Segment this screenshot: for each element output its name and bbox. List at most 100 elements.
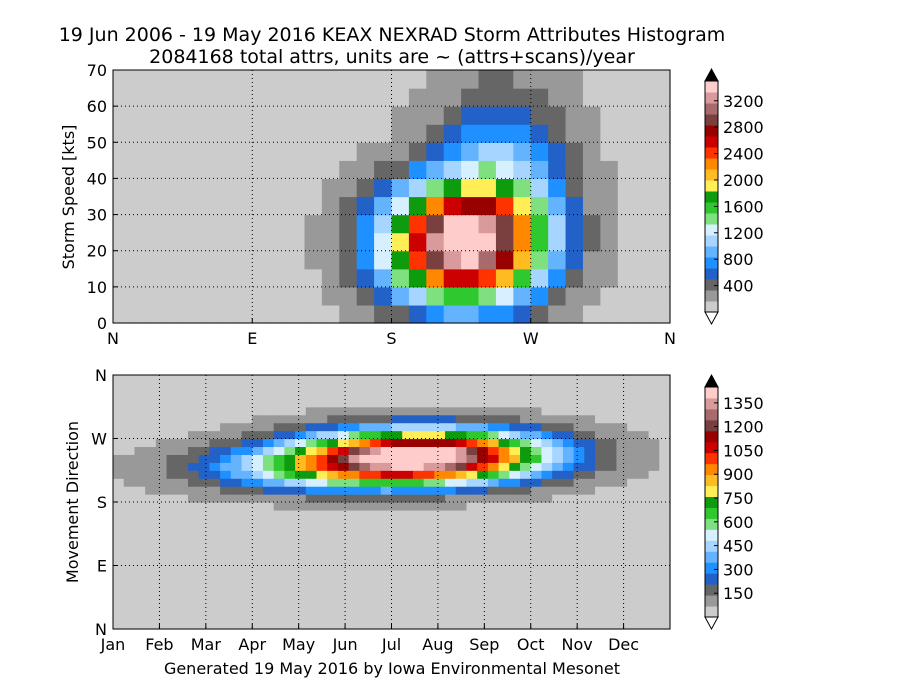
heatmap-cell bbox=[316, 454, 328, 463]
heatmap-cell bbox=[380, 605, 393, 614]
heatmap-cell bbox=[582, 142, 601, 161]
heatmap-cell bbox=[616, 375, 628, 384]
heatmap-cell bbox=[562, 375, 575, 384]
heatmap-cell bbox=[605, 438, 618, 448]
heatmap-cell bbox=[477, 375, 489, 384]
heatmap-cell bbox=[659, 478, 671, 487]
heatmap-cell bbox=[541, 494, 553, 503]
heatmap-cell bbox=[445, 525, 457, 535]
heatmap-cell bbox=[220, 375, 232, 384]
heatmap-cell bbox=[391, 375, 403, 384]
heatmap-cell bbox=[426, 178, 445, 198]
heatmap-cell bbox=[445, 390, 457, 400]
heatmap-cell bbox=[637, 541, 650, 551]
heatmap-cell bbox=[145, 382, 157, 392]
heatmap-cell bbox=[530, 160, 549, 180]
heatmap-cell bbox=[321, 214, 340, 234]
heatmap-cell bbox=[166, 597, 178, 606]
heatmap-cell bbox=[327, 382, 339, 392]
heatmap-cell bbox=[445, 509, 457, 519]
heatmap-cell bbox=[327, 541, 339, 551]
heatmap-cell bbox=[412, 462, 425, 471]
heatmap-cell bbox=[147, 88, 166, 107]
heatmap-cell bbox=[145, 414, 157, 424]
heatmap-cell bbox=[198, 382, 211, 392]
heatmap-cell bbox=[273, 494, 285, 503]
heatmap-cell bbox=[600, 160, 619, 180]
heatmap-cell bbox=[287, 88, 306, 107]
heatmap-cell bbox=[595, 557, 607, 567]
heatmap-cell bbox=[327, 486, 339, 495]
heatmap-cell bbox=[134, 597, 146, 606]
heatmap-cell bbox=[356, 214, 375, 234]
heatmap-cell bbox=[552, 478, 564, 487]
heatmap-cell bbox=[187, 621, 200, 630]
heatmap-cell bbox=[605, 390, 618, 400]
heatmap-cell bbox=[595, 613, 607, 622]
heatmap-cell bbox=[113, 462, 125, 471]
heatmap-cell bbox=[198, 454, 211, 463]
heatmap-cell bbox=[177, 382, 189, 392]
heatmap-cell bbox=[423, 509, 435, 519]
heatmap-cell bbox=[445, 430, 457, 440]
heatmap-cell bbox=[434, 398, 446, 408]
y-tick-label: N bbox=[95, 620, 107, 639]
heatmap-cell bbox=[252, 605, 264, 614]
heatmap-cell bbox=[530, 502, 543, 511]
heatmap-cell bbox=[627, 462, 639, 471]
heatmap-cell bbox=[391, 430, 403, 440]
heatmap-cell bbox=[321, 70, 340, 89]
heatmap-cell bbox=[412, 494, 425, 503]
heatmap-cell bbox=[513, 142, 532, 161]
heatmap-cell bbox=[316, 446, 328, 455]
heatmap-cell bbox=[530, 430, 543, 440]
heatmap-cell bbox=[498, 549, 510, 559]
heatmap-cell bbox=[165, 250, 184, 270]
heatmap-cell bbox=[370, 494, 382, 503]
heatmap-cell bbox=[659, 422, 671, 432]
heatmap-cell bbox=[565, 106, 584, 125]
heatmap-cell bbox=[316, 597, 328, 606]
heatmap-cell bbox=[552, 502, 564, 511]
heatmap-cell bbox=[327, 557, 339, 567]
heatmap-cell bbox=[584, 478, 596, 487]
heatmap-cell bbox=[187, 509, 200, 519]
heatmap-cell bbox=[370, 486, 382, 495]
heatmap-cell bbox=[359, 613, 371, 622]
heatmap-cell bbox=[652, 88, 671, 107]
heatmap-cell bbox=[337, 502, 350, 511]
heatmap-cell bbox=[635, 88, 654, 107]
heatmap-cell bbox=[498, 613, 510, 622]
heatmap-cell bbox=[252, 454, 264, 463]
heatmap-cell bbox=[509, 454, 521, 463]
heatmap-cell bbox=[134, 581, 146, 590]
heatmap-cell bbox=[359, 438, 371, 448]
heatmap-cell bbox=[155, 462, 168, 471]
heatmap-cell bbox=[123, 597, 136, 606]
heatmap-cell bbox=[123, 509, 136, 519]
heatmap-cell bbox=[412, 478, 425, 487]
heatmap-cell bbox=[648, 581, 660, 590]
heatmap-cell bbox=[509, 509, 521, 519]
heatmap-cell bbox=[605, 573, 618, 582]
heatmap-cell bbox=[616, 533, 628, 543]
heatmap-cell bbox=[605, 414, 618, 424]
heatmap-cell bbox=[230, 375, 243, 384]
heatmap-cell bbox=[252, 88, 271, 107]
heatmap-cell bbox=[616, 438, 628, 448]
heatmap-cell bbox=[187, 494, 200, 503]
heatmap-cell bbox=[487, 422, 500, 432]
heatmap-cell bbox=[252, 446, 264, 455]
heatmap-cell bbox=[380, 557, 393, 567]
heatmap-cell bbox=[408, 124, 427, 143]
heatmap-cell bbox=[584, 375, 596, 384]
heatmap-cell bbox=[402, 581, 414, 590]
heatmap-cell bbox=[477, 430, 489, 440]
heatmap-cell bbox=[187, 454, 200, 463]
colorbar-segment bbox=[705, 213, 718, 225]
heatmap-cell bbox=[434, 589, 446, 598]
heatmap-cell bbox=[252, 142, 271, 161]
heatmap-cell bbox=[652, 232, 671, 252]
heatmap-cell bbox=[316, 581, 328, 590]
heatmap-cell bbox=[412, 375, 425, 384]
